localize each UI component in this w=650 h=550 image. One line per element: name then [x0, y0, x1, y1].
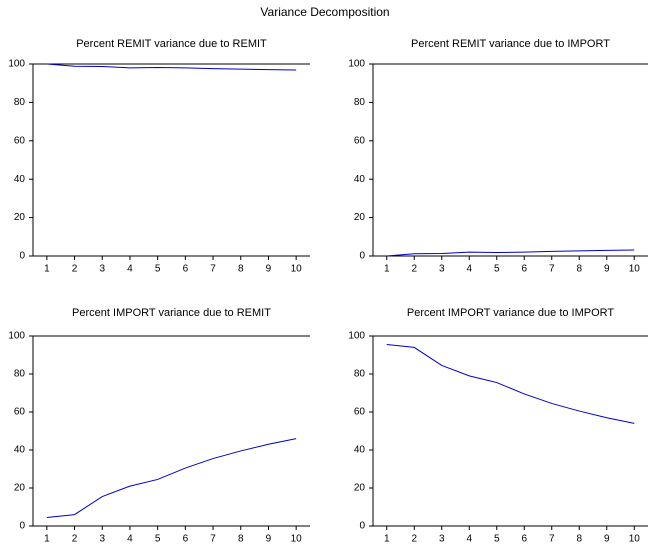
x-tick-label: 6: [521, 534, 527, 545]
y-tick-label: 80: [354, 369, 366, 380]
x-tick-label: 5: [494, 264, 500, 275]
y-tick-label: 40: [14, 174, 26, 185]
x-tick-label: 4: [127, 264, 133, 275]
y-tick-label: 40: [354, 174, 366, 185]
x-tick-label: 9: [604, 534, 610, 545]
page-title: Variance Decomposition: [260, 5, 389, 19]
x-tick-label: 8: [576, 534, 582, 545]
x-tick-label: 9: [604, 264, 610, 275]
data-line: [386, 344, 635, 424]
x-tick-label: 7: [549, 264, 555, 275]
x-tick-label: 7: [210, 534, 216, 545]
y-tick-label: 20: [14, 483, 26, 494]
y-tick-label: 0: [19, 521, 25, 532]
y-tick-label: 20: [14, 212, 26, 223]
y-tick-label: 80: [354, 97, 366, 108]
x-tick-label: 4: [127, 534, 133, 545]
x-tick-label: 9: [266, 264, 272, 275]
x-tick-label: 7: [549, 534, 555, 545]
x-tick-label: 6: [183, 534, 189, 545]
x-tick-label: 1: [44, 264, 50, 275]
x-tick-label: 4: [466, 534, 472, 545]
axis-frame: [32, 335, 310, 527]
y-tick-label: 0: [359, 251, 365, 262]
x-tick-label: 8: [576, 264, 582, 275]
y-tick-label: 100: [348, 331, 365, 342]
y-tick-label: 0: [19, 251, 25, 262]
axis-frame: [372, 63, 648, 257]
panel-title: Percent IMPORT variance due to IMPORT: [407, 307, 615, 319]
x-tick-label: 3: [439, 264, 445, 275]
x-tick-label: 1: [384, 264, 390, 275]
x-tick-label: 8: [238, 534, 244, 545]
x-tick-label: 10: [629, 534, 641, 545]
x-tick-label: 2: [411, 534, 417, 545]
y-tick-label: 100: [348, 59, 365, 70]
y-tick-label: 60: [14, 407, 26, 418]
data-line: [46, 63, 297, 71]
axis-frame: [32, 63, 310, 257]
x-tick-label: 6: [183, 264, 189, 275]
x-tick-label: 9: [266, 534, 272, 545]
x-tick-label: 10: [291, 534, 303, 545]
x-tick-label: 4: [466, 264, 472, 275]
y-tick-label: 60: [14, 135, 26, 146]
axis-frame: [372, 335, 648, 527]
data-line: [46, 438, 297, 518]
y-tick-label: 100: [8, 331, 25, 342]
x-tick-label: 10: [291, 264, 303, 275]
x-tick-label: 6: [521, 264, 527, 275]
x-tick-label: 3: [99, 264, 105, 275]
y-tick-label: 40: [14, 445, 26, 456]
y-tick-label: 40: [354, 445, 366, 456]
x-tick-label: 5: [494, 534, 500, 545]
y-tick-label: 0: [359, 521, 365, 532]
panel-title: Percent IMPORT variance due to REMIT: [72, 307, 271, 319]
y-tick-label: 80: [14, 369, 26, 380]
panel-title: Percent REMIT variance due to IMPORT: [411, 38, 610, 50]
x-tick-label: 2: [411, 264, 417, 275]
x-tick-label: 1: [384, 534, 390, 545]
y-tick-label: 20: [354, 212, 366, 223]
y-tick-label: 20: [354, 483, 366, 494]
x-tick-label: 5: [155, 264, 161, 275]
x-tick-label: 3: [439, 534, 445, 545]
x-tick-label: 10: [629, 264, 641, 275]
y-tick-label: 100: [8, 59, 25, 70]
x-tick-label: 3: [99, 534, 105, 545]
y-tick-label: 80: [14, 97, 26, 108]
x-tick-label: 8: [238, 264, 244, 275]
panel-title: Percent REMIT variance due to REMIT: [76, 38, 267, 50]
x-tick-label: 5: [155, 534, 161, 545]
x-tick-label: 1: [44, 534, 50, 545]
x-tick-label: 7: [210, 264, 216, 275]
data-line: [386, 249, 635, 257]
x-tick-label: 2: [72, 264, 78, 275]
x-tick-label: 2: [72, 534, 78, 545]
y-tick-label: 60: [354, 135, 366, 146]
y-tick-label: 60: [354, 407, 366, 418]
